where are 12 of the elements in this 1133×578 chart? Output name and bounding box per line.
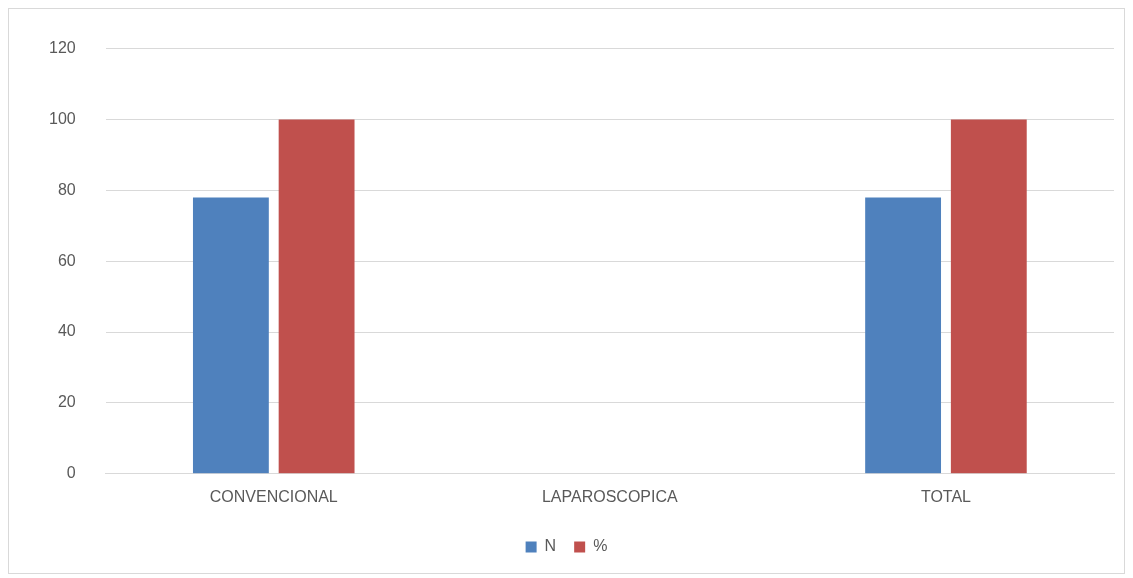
y-tick-label: 40 — [57, 322, 76, 340]
y-tick-label: 60 — [57, 251, 76, 269]
y-tick-label: 120 — [48, 39, 76, 57]
x-tick-label: CONVENCIONAL — [209, 487, 338, 505]
y-tick-label: 80 — [57, 180, 76, 198]
y-tick-label: 100 — [48, 109, 76, 127]
y-tick-label: 0 — [66, 464, 76, 482]
y-tick-label: 20 — [57, 393, 76, 411]
x-tick-label: TOTAL — [920, 487, 972, 505]
legend-label: % — [593, 537, 608, 555]
legend-label: N — [544, 537, 557, 555]
x-tick-label: LAPAROSCOPICA — [541, 487, 679, 505]
